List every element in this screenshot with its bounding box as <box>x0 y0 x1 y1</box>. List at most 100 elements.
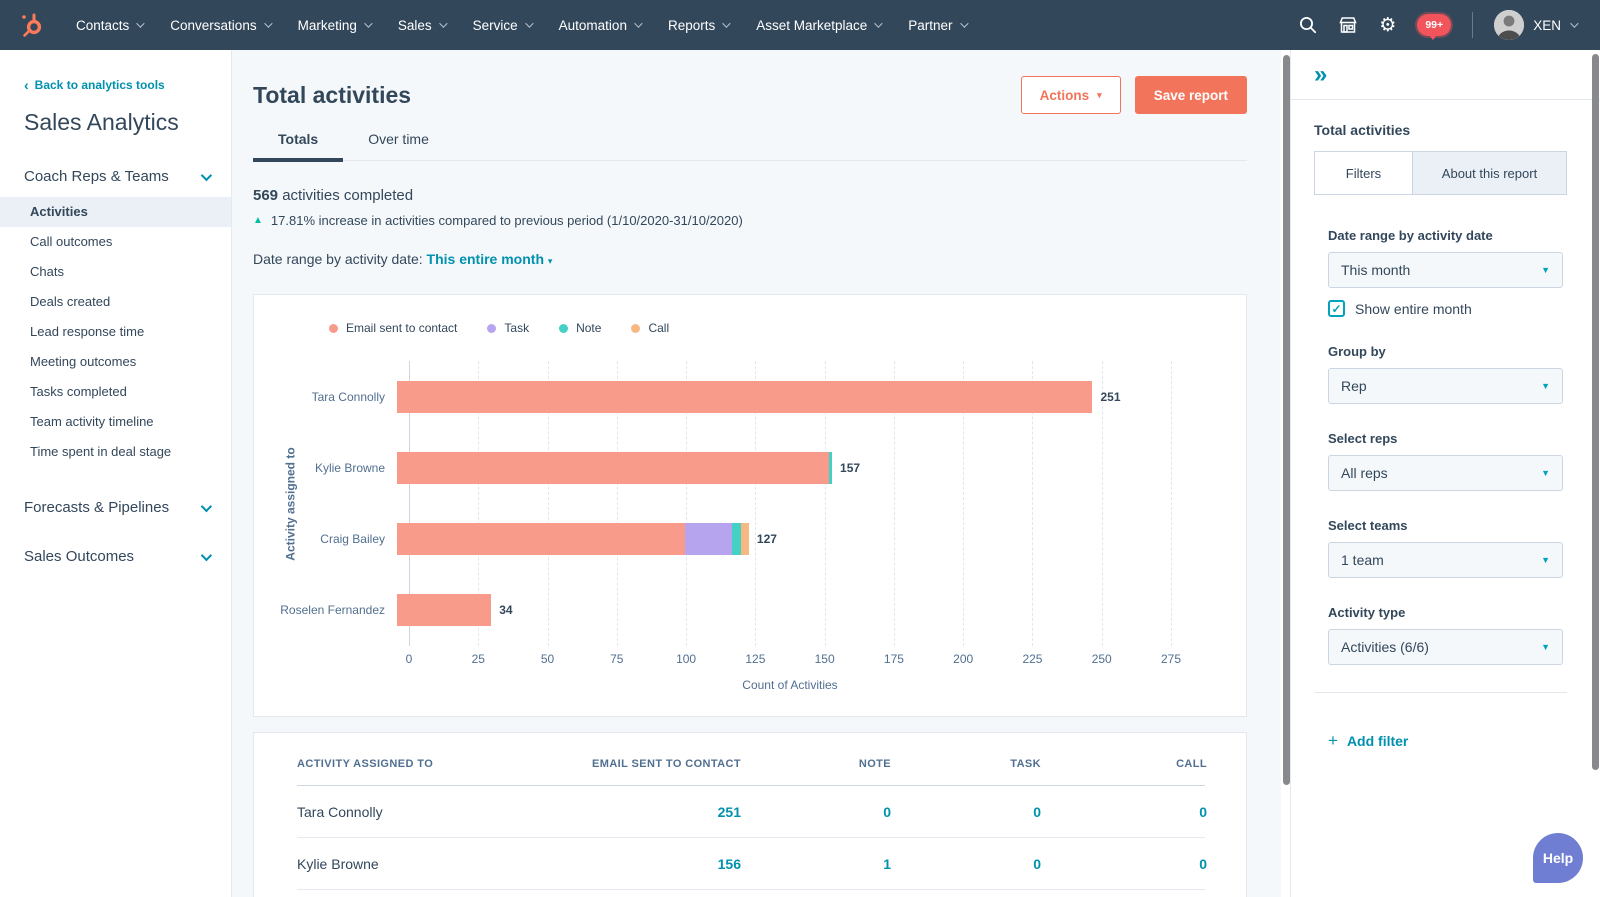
main-scrollbar-thumb[interactable] <box>1283 55 1290 785</box>
back-to-analytics-link[interactable]: ‹ Back to analytics tools <box>0 78 231 92</box>
filter-field-date-range-by-activity-date: Date range by activity date This month ▼ ✓ S… <box>1328 228 1563 317</box>
user-menu[interactable]: XEN <box>1494 10 1579 40</box>
chart-plot: Tara Connolly 251 Kylie Browne 157 Craig Bai… <box>254 361 1246 646</box>
dropdown-value: Activities (6/6) <box>1341 639 1429 655</box>
bar-segment-note[interactable] <box>829 451 833 484</box>
table-cell-value[interactable]: 251 <box>717 803 741 820</box>
nav-divider <box>1472 12 1474 38</box>
table-cell-value[interactable]: 0 <box>1033 803 1041 820</box>
nav-item-marketing[interactable]: Marketing <box>284 0 384 50</box>
table-row-craig-bailey[interactable]: Craig Bailey1043173 <box>297 890 1205 897</box>
date-range-link[interactable]: This entire month <box>426 251 544 267</box>
panel-scrollbar-thumb[interactable] <box>1592 54 1599 770</box>
sidebar-section-sales-outcomes[interactable]: Sales Outcomes <box>0 548 231 565</box>
sidebar-item-activities[interactable]: Activities <box>0 197 231 227</box>
nav-item-asset-marketplace[interactable]: Asset Marketplace <box>742 0 894 50</box>
bar-segment-task[interactable] <box>685 522 733 555</box>
tab-totals[interactable]: Totals <box>253 131 344 162</box>
actions-button[interactable]: Actions ▾ <box>1020 76 1121 114</box>
dropdown-select-teams[interactable]: 1 team ▼ <box>1328 542 1563 578</box>
nav-item-partner[interactable]: Partner <box>894 0 979 50</box>
column-header-note[interactable]: NOTE <box>858 758 891 770</box>
notifications-icon[interactable]: 99+ <box>1417 14 1452 40</box>
tab-over-time[interactable]: Over time <box>368 131 429 147</box>
column-header-email-sent-to-contact[interactable]: EMAIL SENT TO CONTACT <box>592 758 741 770</box>
legend-item-task[interactable]: Task <box>487 321 529 335</box>
table-row-kylie-browne[interactable]: Kylie Browne 156 1 0 0 <box>297 838 1207 890</box>
table-cell-value[interactable]: 0 <box>1199 855 1207 872</box>
tab-filters[interactable]: Filters <box>1315 152 1412 194</box>
nav-item-label: Service <box>472 17 518 33</box>
checkbox-row[interactable]: ✓ Show entire month <box>1328 300 1563 317</box>
nav-item-conversations[interactable]: Conversations <box>156 0 283 50</box>
sidebar-item-time-spent-in-deal-stage[interactable]: Time spent in deal stage <box>30 444 172 459</box>
hubspot-logo-icon[interactable] <box>0 12 62 39</box>
nav-item-service[interactable]: Service <box>459 0 545 50</box>
chevron-down-icon <box>959 19 969 28</box>
sidebar-section-forecasts-pipelines[interactable]: Forecasts & Pipelines <box>0 499 231 516</box>
table-row-tara-connolly[interactable]: Tara Connolly 251 0 0 0 <box>297 786 1207 838</box>
marketplace-icon[interactable] <box>1338 15 1358 35</box>
table-cell-value[interactable]: 0 <box>1199 803 1207 820</box>
dropdown-select-reps[interactable]: All reps ▼ <box>1328 455 1563 491</box>
bar-roselen-fernandez[interactable] <box>397 593 492 626</box>
bar-kylie-browne[interactable] <box>397 451 833 484</box>
dropdown-activity-type[interactable]: Activities (6/6) ▼ <box>1328 629 1563 665</box>
activities-count-label: activities completed <box>282 187 414 204</box>
table-cell-value[interactable]: 0 <box>883 803 891 820</box>
bar-segment-email-sent-to-contact[interactable] <box>397 451 830 484</box>
legend-item-email-sent-to-contact[interactable]: Email sent to contact <box>329 321 457 335</box>
bar-craig-bailey[interactable] <box>397 522 749 555</box>
collapse-panel-icon[interactable]: » <box>1314 61 1327 88</box>
sidebar-item-call-outcomes[interactable]: Call outcomes <box>30 234 113 249</box>
x-tick-label: 25 <box>471 652 485 666</box>
save-report-button[interactable]: Save report <box>1134 76 1247 114</box>
chevron-down-icon: ▾ <box>547 256 553 266</box>
nav-item-sales[interactable]: Sales <box>384 0 459 50</box>
bar-segment-call[interactable] <box>740 522 749 555</box>
help-button[interactable]: Help <box>1533 833 1583 883</box>
add-filter-link[interactable]: + Add filter <box>1328 731 1600 751</box>
search-icon[interactable] <box>1299 16 1317 34</box>
tab-about-this-report[interactable]: About this report <box>1412 152 1566 194</box>
legend-item-note[interactable]: Note <box>559 321 601 335</box>
notification-badge-tail <box>1429 35 1438 40</box>
chevron-down-icon: ▼ <box>1541 381 1550 391</box>
bar-total-label: 127 <box>756 531 777 546</box>
sidebar-item-chats[interactable]: Chats <box>30 264 64 279</box>
nav-item-reports[interactable]: Reports <box>654 0 742 50</box>
table-cell-value[interactable]: 0 <box>1033 855 1041 872</box>
sidebar-item-tasks-completed[interactable]: Tasks completed <box>30 384 127 399</box>
dropdown-value: 1 team <box>1341 552 1384 568</box>
nav-item-automation[interactable]: Automation <box>545 0 654 50</box>
column-header-task[interactable]: TASK <box>1010 758 1041 770</box>
gridline <box>547 361 549 646</box>
checkbox-icon[interactable]: ✓ <box>1328 300 1345 317</box>
sidebar-item-team-activity-timeline[interactable]: Team activity timeline <box>30 414 154 429</box>
activities-count-line: 569 activities completed <box>253 187 1247 204</box>
table-cell-name: Tara Connolly <box>297 803 383 820</box>
settings-gear-icon[interactable]: ⚙ <box>1379 13 1397 36</box>
dropdown-date-range-by-activity-date[interactable]: This month ▼ <box>1328 252 1563 288</box>
gridline <box>963 361 965 646</box>
bar-segment-email-sent-to-contact[interactable] <box>397 380 1093 413</box>
date-range-line: Date range by activity date: This entire… <box>253 251 1247 267</box>
sidebar-section-coach-reps-teams[interactable]: Coach Reps & Teams <box>0 168 231 185</box>
gridline <box>1171 361 1172 646</box>
sidebar-item-deals-created[interactable]: Deals created <box>30 294 111 309</box>
bar-segment-note[interactable] <box>732 522 741 555</box>
dropdown-group-by[interactable]: Rep ▼ <box>1328 368 1563 404</box>
back-link-label: Back to analytics tools <box>34 78 165 92</box>
table-cell-value[interactable]: 156 <box>717 855 741 872</box>
bar-segment-email-sent-to-contact[interactable] <box>397 593 492 626</box>
column-header-call[interactable]: CALL <box>1176 758 1207 770</box>
table-cell-value[interactable]: 1 <box>883 855 891 872</box>
sidebar-item-meeting-outcomes[interactable]: Meeting outcomes <box>30 354 137 369</box>
column-header-activity-assigned-to[interactable]: ACTIVITY ASSIGNED TO <box>297 758 434 770</box>
panel-tabs: Filters About this report <box>1314 151 1567 195</box>
bar-segment-email-sent-to-contact[interactable] <box>397 522 686 555</box>
legend-item-call[interactable]: Call <box>631 321 669 335</box>
sidebar-item-lead-response-time[interactable]: Lead response time <box>30 324 145 339</box>
bar-tara-connolly[interactable] <box>397 380 1093 413</box>
nav-item-contacts[interactable]: Contacts <box>62 0 156 50</box>
